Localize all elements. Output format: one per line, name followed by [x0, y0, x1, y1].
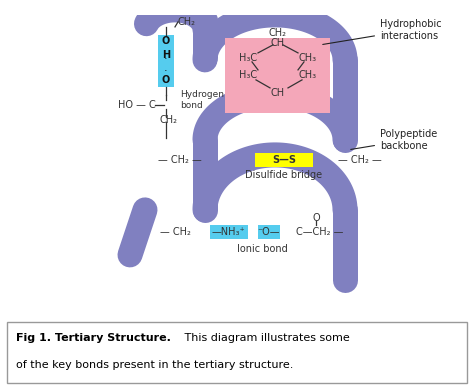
Text: This diagram illustrates some: This diagram illustrates some — [181, 333, 350, 343]
Text: Fig 1. Tertiary Structure.: Fig 1. Tertiary Structure. — [16, 333, 171, 343]
Text: HO — C: HO — C — [118, 100, 156, 110]
Text: Hydrophobic
interactions: Hydrophobic interactions — [323, 19, 442, 44]
Text: — CH₂ —: — CH₂ — — [158, 155, 202, 165]
Text: O: O — [312, 213, 320, 223]
Text: ⁻O—: ⁻O— — [258, 227, 280, 237]
Text: CH: CH — [271, 88, 285, 98]
Text: Polypeptide
backbone: Polypeptide backbone — [351, 129, 437, 151]
Text: ·
·: · · — [164, 54, 168, 76]
Text: C—CH₂ —: C—CH₂ — — [296, 227, 344, 237]
Bar — [158, 35, 174, 87]
Text: H: H — [162, 50, 170, 60]
Text: Disulfide bridge: Disulfide bridge — [246, 170, 323, 180]
Bar — [210, 225, 248, 239]
Text: Hydrogen
bond: Hydrogen bond — [180, 90, 224, 110]
Bar — [225, 38, 330, 113]
Text: CH₂: CH₂ — [178, 17, 196, 27]
Text: Ionic bond: Ionic bond — [237, 244, 287, 254]
Text: CH₃: CH₃ — [299, 70, 317, 80]
Text: CH: CH — [271, 38, 285, 48]
Text: CH₂: CH₂ — [160, 115, 178, 125]
Text: —NH₃⁺: —NH₃⁺ — [211, 227, 245, 237]
Text: — CH₂: — CH₂ — [160, 227, 191, 237]
Bar — [255, 153, 313, 167]
Text: S—S: S—S — [272, 155, 296, 165]
Text: of the key bonds present in the tertiary structure.: of the key bonds present in the tertiary… — [16, 360, 294, 370]
Bar — [258, 225, 280, 239]
Text: CH₂: CH₂ — [269, 28, 287, 38]
Text: CH₃: CH₃ — [299, 53, 317, 63]
Text: H₃C: H₃C — [239, 70, 257, 80]
Text: H₃C: H₃C — [239, 53, 257, 63]
Text: — CH₂ —: — CH₂ — — [338, 155, 382, 165]
Text: O: O — [162, 36, 170, 46]
Text: O: O — [162, 75, 170, 85]
